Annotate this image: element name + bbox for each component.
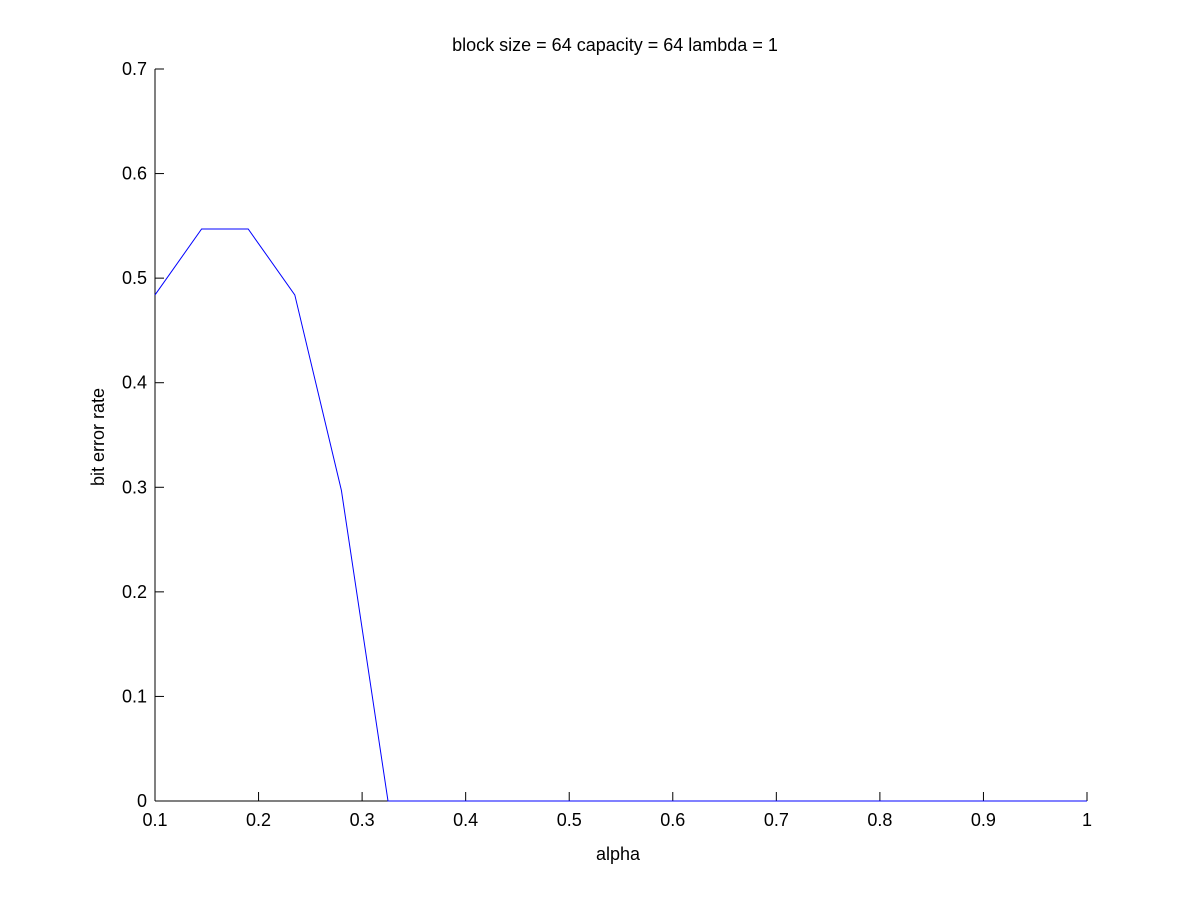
y-axis-label: bit error rate (88, 388, 108, 486)
x-tick-label: 0.5 (557, 810, 582, 830)
y-tick-label: 0.6 (122, 164, 147, 184)
y-tick-label: 0.7 (122, 59, 147, 79)
y-ticks: 0 0.1 0.2 0.3 0.4 0.5 0.6 0.7 (122, 59, 164, 811)
y-tick-label: 0.4 (122, 373, 147, 393)
chart-title: block size = 64 capacity = 64 lambda = 1 (452, 35, 778, 55)
x-tick-label: 0.3 (350, 810, 375, 830)
series-group (154, 228, 1087, 802)
x-tick-label: 0.4 (453, 810, 478, 830)
x-axis-label: alpha (596, 844, 641, 864)
y-tick-label: 0.2 (122, 582, 147, 602)
y-tick-label: 0 (137, 791, 147, 811)
x-tick-label: 0.7 (764, 810, 789, 830)
x-tick-label: 0.8 (867, 810, 892, 830)
y-tick-label: 0.1 (122, 686, 147, 706)
x-tick-label: 0.2 (246, 810, 271, 830)
x-tick-label: 1 (1082, 810, 1092, 830)
x-tick-label: 0.6 (660, 810, 685, 830)
y-tick-label: 0.3 (122, 477, 147, 497)
x-ticks: 0.1 0.2 0.3 0.4 0.5 0.6 0.7 0.8 0.9 1 (142, 792, 1092, 830)
y-tick-label: 0.5 (122, 268, 147, 288)
x-tick-label: 0.1 (142, 810, 167, 830)
x-tick-label: 0.9 (971, 810, 996, 830)
axes (154, 69, 1087, 802)
series-line (154, 228, 1087, 802)
